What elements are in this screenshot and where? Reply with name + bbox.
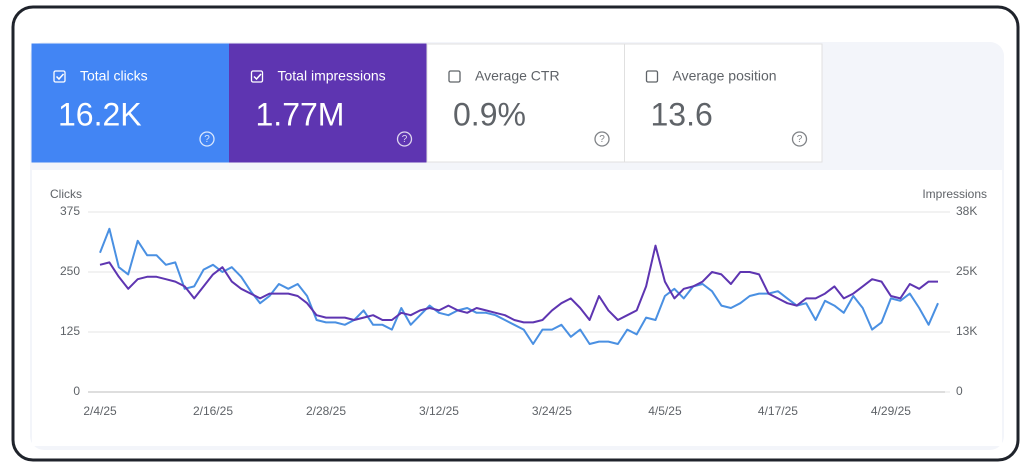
checkmark — [253, 73, 262, 81]
metric-card[interactable] — [426, 43, 625, 163]
help-icon[interactable] — [791, 131, 808, 147]
help-mark: ? — [599, 134, 605, 145]
x-tick-label: 3/24/25 — [532, 404, 572, 418]
chart-area — [32, 170, 1002, 446]
card-label: Average CTR — [475, 68, 560, 84]
help-icon[interactable] — [594, 131, 610, 147]
metric-card[interactable] — [31, 43, 230, 163]
card-label: Total clicks — [80, 68, 148, 84]
checkmark — [55, 73, 65, 81]
checkbox[interactable] — [645, 70, 659, 83]
y-tick-label: 375 — [60, 204, 80, 218]
y2-tick-label: 13K — [956, 324, 977, 338]
y-axis-title: Clicks — [50, 187, 82, 201]
y-tick-label: 125 — [60, 324, 80, 338]
checkbox[interactable] — [53, 70, 66, 83]
x-tick-label: 2/16/25 — [193, 404, 233, 418]
x-tick-label: 2/4/25 — [83, 404, 117, 418]
help-mark: ? — [204, 134, 210, 145]
y-tick-label: 250 — [60, 264, 80, 278]
help-mark: ? — [797, 134, 803, 145]
x-tick-label: 4/17/25 — [758, 404, 798, 418]
metric-card[interactable] — [624, 43, 823, 163]
y2-tick-label: 25K — [956, 264, 977, 278]
help-mark: ? — [402, 134, 408, 145]
checkbox[interactable] — [250, 70, 264, 83]
card-label: Average position — [673, 68, 777, 84]
y2-tick-label: 0 — [956, 384, 963, 398]
x-tick-label: 3/12/25 — [419, 404, 459, 418]
metric-card[interactable] — [229, 43, 428, 163]
card-value: 16.2K — [58, 96, 142, 132]
checkbox[interactable] — [448, 70, 461, 83]
y2-tick-label: 38K — [956, 204, 977, 218]
card-value: 1.77M — [256, 96, 345, 132]
x-tick-label: 4/5/25 — [648, 404, 682, 418]
y-tick-label: 0 — [73, 384, 80, 398]
card-label: Total impressions — [278, 68, 386, 84]
x-tick-label: 4/29/25 — [871, 404, 911, 418]
card-value: 0.9% — [453, 96, 526, 132]
help-icon[interactable] — [199, 131, 215, 147]
help-icon[interactable] — [396, 131, 413, 147]
card-value: 13.6 — [651, 96, 713, 132]
series-line — [99, 244, 938, 324]
x-tick-label: 2/28/25 — [306, 404, 346, 418]
y2-axis-title: Impressions — [922, 187, 987, 201]
